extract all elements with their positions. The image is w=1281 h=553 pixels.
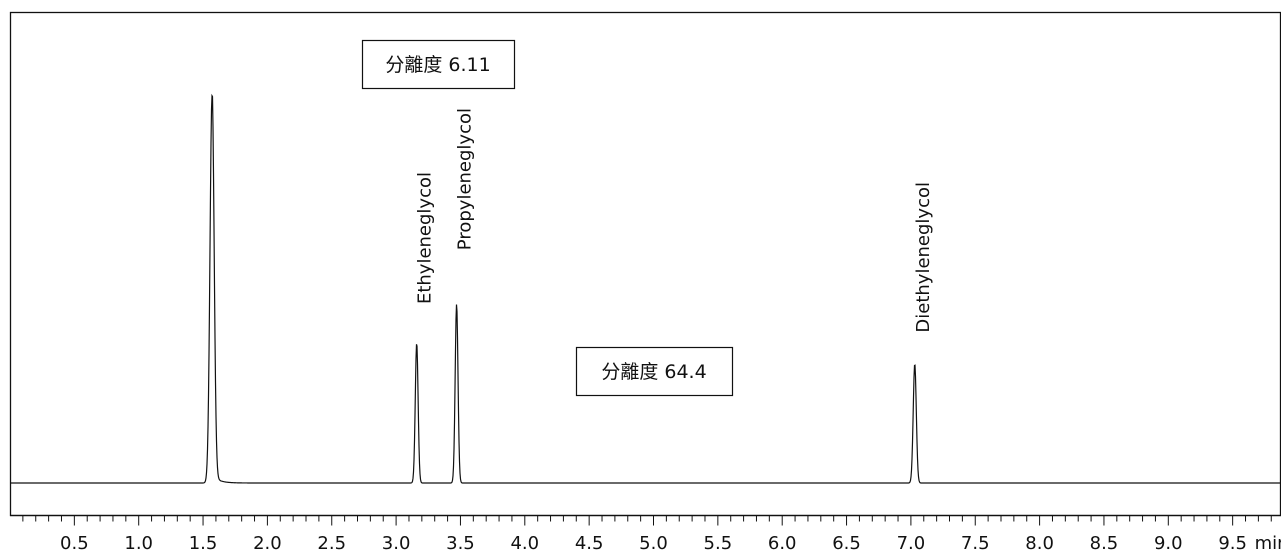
x-tick-label: 8.5: [1090, 533, 1119, 553]
x-axis-ticks: [22, 515, 1272, 526]
x-tick-label: 7.0: [897, 533, 926, 553]
x-tick-label: 1.5: [189, 533, 218, 553]
peak-label: Ethyleneglycol: [415, 172, 436, 304]
x-tick-label: 5.5: [704, 533, 733, 553]
x-tick-label: 3.0: [382, 533, 411, 553]
x-tick-label: 9.0: [1154, 533, 1183, 553]
chromatogram-trace: [10, 93, 1280, 484]
x-tick-label: 9.5: [1218, 533, 1247, 553]
annotation-box: [361, 39, 516, 90]
x-tick-label: 4.5: [575, 533, 604, 553]
resolution-annotation: 分離度 6.11: [361, 39, 516, 90]
x-tick-label: 1.0: [124, 533, 153, 553]
x-tick-label: 6.5: [832, 533, 861, 553]
x-axis-tick-labels: 0.5 1.0 1.5 2.0 2.5 3.0 3.5 4.0 4.5 5.0 5.5 6.0 6.5 7…: [60, 533, 1281, 553]
x-tick-label: 5.0: [639, 533, 668, 553]
x-tick-label: 7.5: [961, 533, 990, 553]
x-axis-unit: min: [1255, 533, 1281, 553]
x-tick-label: 8.0: [1025, 533, 1054, 553]
x-tick-label: 2.5: [317, 533, 346, 553]
x-tick-label: 0.5: [60, 533, 89, 553]
x-tick-label: 4.0: [510, 533, 539, 553]
annotation-text: 分離度 6.11: [385, 54, 490, 76]
x-tick-label: 3.5: [446, 533, 475, 553]
annotation-text: 分離度 64.4: [601, 361, 706, 383]
plot-frame: [9, 11, 1281, 517]
peak-labels: Ethyleneglycol Propyleneglycol Diethyleneg…: [415, 108, 934, 333]
annotation-box: [575, 346, 734, 397]
resolution-annotation: 分離度 64.4: [575, 346, 734, 397]
peak-label: Propyleneglycol: [455, 108, 476, 250]
resolution-annotations: 分離度 6.11 分離度 64.4: [361, 39, 734, 397]
x-tick-label: 2.0: [253, 533, 282, 553]
x-tick-label: 6.0: [768, 533, 797, 553]
peak-label: Diethyleneglycol: [913, 182, 934, 333]
